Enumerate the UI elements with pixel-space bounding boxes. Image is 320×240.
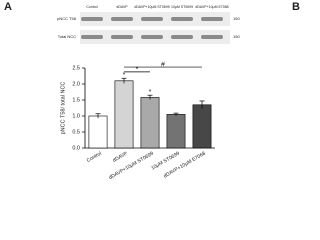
lane-label: Control bbox=[86, 5, 98, 9]
band bbox=[111, 35, 133, 39]
band bbox=[111, 17, 133, 21]
x-tick-label: dDAVP+10μM ST0699 bbox=[108, 151, 155, 182]
band bbox=[81, 17, 103, 21]
x-tick-label: Control bbox=[86, 151, 103, 164]
band bbox=[81, 35, 103, 39]
bar bbox=[166, 114, 186, 149]
band bbox=[141, 17, 163, 21]
y-tick-label: 0.0 bbox=[72, 145, 80, 151]
y-axis-label: pNCC T58/ total NCC bbox=[60, 82, 66, 135]
row-label: Total NCC bbox=[58, 34, 76, 39]
band bbox=[201, 35, 223, 39]
lane-label: 10μM ST0699 bbox=[171, 5, 193, 9]
y-tick-label: 1.5 bbox=[72, 97, 80, 103]
row-label: pNCC T58 bbox=[57, 16, 77, 21]
annotation: * bbox=[123, 72, 126, 79]
panel-label: B bbox=[292, 1, 300, 13]
marker-label: 150 bbox=[233, 16, 240, 21]
lane-label: dDAVP+10μM E7068 bbox=[195, 5, 228, 9]
y-tick-label: 2.0 bbox=[72, 81, 80, 87]
figure: A B Control dDAVP dDAVP+10μM ST0699 10μM ST… bbox=[4, 1, 300, 182]
annotation: # bbox=[161, 62, 165, 69]
lane-label: dDAVP+10μM ST0699 bbox=[134, 5, 169, 9]
x-tick-label: dDAVP bbox=[112, 150, 129, 164]
y-tick-label: 1.0 bbox=[72, 113, 80, 119]
page: A B Control dDAVP dDAVP+10μM ST0699 10μM ST… bbox=[4, 0, 300, 182]
bar bbox=[114, 80, 134, 149]
annotation: * bbox=[136, 66, 139, 73]
band bbox=[141, 35, 163, 39]
bar bbox=[192, 104, 212, 149]
annotation: * bbox=[149, 89, 152, 96]
band bbox=[171, 35, 193, 39]
lane-label: dDAVP bbox=[116, 5, 128, 9]
marker-label: 150 bbox=[233, 34, 240, 39]
panel-label: A bbox=[4, 1, 12, 13]
y-tick-label: 0.5 bbox=[72, 129, 80, 135]
bar bbox=[140, 97, 160, 149]
band bbox=[171, 17, 193, 21]
bar bbox=[88, 115, 108, 149]
band bbox=[201, 17, 223, 21]
y-tick-label: 2.5 bbox=[72, 65, 80, 71]
